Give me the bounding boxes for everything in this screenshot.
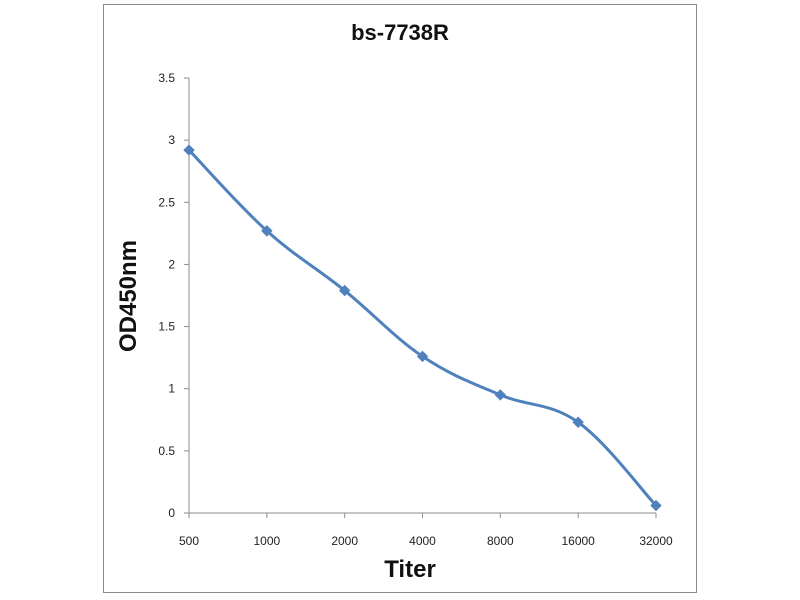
series-line bbox=[187, 148, 658, 508]
x-tick-label: 1000 bbox=[253, 534, 280, 548]
data-point bbox=[650, 499, 662, 512]
x-tick-label: 500 bbox=[179, 534, 199, 548]
y-tick-label: 2.5 bbox=[158, 195, 175, 209]
x-tick-label: 4000 bbox=[409, 534, 436, 548]
chart-frame bbox=[103, 4, 697, 593]
y-tick-label: 3 bbox=[168, 133, 175, 147]
data-point bbox=[494, 389, 507, 401]
y-tick-label: 3.5 bbox=[158, 71, 175, 85]
data-point bbox=[338, 284, 351, 297]
y-tick-label: 2 bbox=[168, 257, 175, 271]
chart-title: bs-7738R bbox=[351, 20, 449, 45]
plot-series bbox=[183, 144, 662, 512]
data-point bbox=[183, 144, 195, 156]
y-axis-title: OD450nm bbox=[115, 240, 142, 352]
data-point bbox=[261, 225, 273, 237]
x-tick-label: 8000 bbox=[487, 534, 514, 548]
y-tick-label: 1 bbox=[168, 382, 175, 396]
x-tick-label: 16000 bbox=[561, 534, 595, 548]
x-tick-label: 2000 bbox=[331, 534, 358, 548]
y-axis: 0 0.5 1 1.5 2 2.5 3 3.5 bbox=[158, 71, 190, 520]
data-point bbox=[572, 416, 584, 428]
y-tick-label: 0.5 bbox=[158, 444, 175, 458]
x-axis-title: Titer bbox=[384, 556, 436, 583]
y-tick-label: 1.5 bbox=[158, 320, 175, 334]
data-point bbox=[416, 350, 429, 363]
x-axis: 500 1000 2000 4000 8000 16000 32000 bbox=[179, 512, 673, 548]
x-tick-label: 32000 bbox=[639, 534, 673, 548]
y-tick-label: 0 bbox=[168, 506, 175, 520]
